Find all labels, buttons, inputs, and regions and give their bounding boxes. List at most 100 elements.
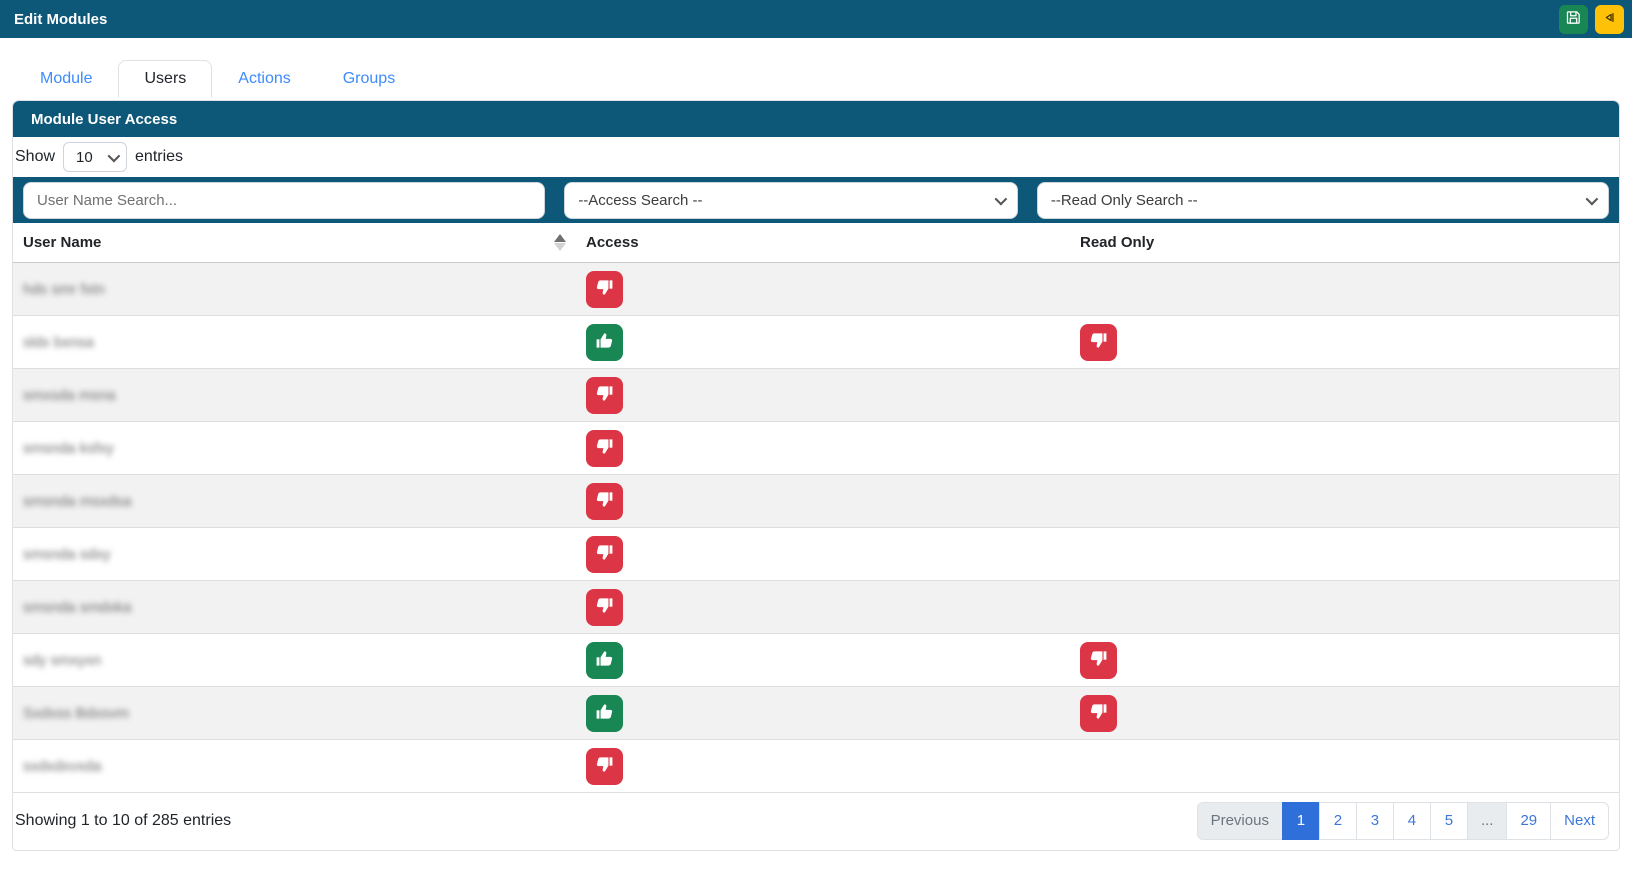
table-row: smsnda ksfxy [13,422,1619,475]
thumbs-down-icon [595,278,614,300]
access-toggle-button[interactable] [586,376,623,414]
tab-bar: Module Users Actions Groups [14,58,1632,98]
access-toggle-button[interactable] [586,588,623,626]
page-title: Edit Modules [14,10,108,28]
thumbs-down-icon [1089,702,1108,724]
page-ellipsis: ... [1466,801,1508,840]
user-name-cell: Sxdxss Bdxsvm [23,704,129,722]
save-icon [1565,9,1582,29]
access-cell [584,429,1078,467]
header-actions [1559,4,1624,34]
thumbs-down-icon [595,384,614,406]
user-name-cell: smsnda smdxka [23,598,132,616]
thumbs-down-icon [595,755,614,777]
user-name-search-input[interactable] [37,191,532,209]
panel-title: Module User Access [31,110,178,128]
read-only-toggle-button[interactable] [1080,323,1117,361]
access-cell [584,535,1078,573]
page-length-control: Show 10 entries [13,137,1619,177]
thumbs-down-icon [595,596,614,618]
thumbs-down-icon [1089,331,1108,353]
access-toggle-button[interactable] [586,641,623,679]
table-row: sxdxdxvxda [13,740,1619,793]
page-3[interactable]: 3 [1355,801,1394,840]
column-header-access[interactable]: Access [586,234,639,251]
thumbs-up-icon [595,702,614,724]
access-toggle-button[interactable] [586,694,623,732]
read-only-cell [1078,641,1619,679]
access-toggle-button[interactable] [586,323,623,361]
access-cell [584,270,1078,308]
access-toggle-button[interactable] [586,747,623,785]
access-cell [584,482,1078,520]
user-name-search-wrapper [23,181,546,219]
save-button[interactable] [1559,4,1588,34]
table-footer: Showing 1 to 10 of 285 entries Previous 1… [13,793,1619,850]
access-cell [584,747,1078,785]
read-only-toggle-button[interactable] [1080,694,1117,732]
page-length-select[interactable]: 10 [63,142,128,172]
module-user-access-panel: Module User Access Show 10 entries --Acc… [12,100,1620,851]
thumbs-up-icon [595,649,614,671]
column-header-read-only[interactable]: Read Only [1080,234,1155,251]
access-search-value: --Access Search -- [578,191,703,209]
user-name-cell: smsnda ksfxy [23,439,114,457]
thumbs-down-icon [595,543,614,565]
access-toggle-button[interactable] [586,482,623,520]
table-row: smsnda smdxka [13,581,1619,634]
table-row: sldx bxnsa [13,316,1619,369]
page-next[interactable]: Next [1550,801,1609,840]
table-body: hds smr fxtn sldx bxnsa smxsda msna smsn… [13,263,1619,793]
tab-module[interactable]: Module [40,70,93,87]
page-2[interactable]: 2 [1318,801,1357,840]
user-name-cell: smsnda msxdsa [23,492,132,510]
read-only-cell [1078,323,1619,361]
app-header: Edit Modules [0,0,1632,38]
panel-header: Module User Access [13,101,1619,137]
tab-groups[interactable]: Groups [342,70,396,87]
access-cell [584,376,1078,414]
access-toggle-button[interactable] [586,270,623,308]
page-1[interactable]: 1 [1281,801,1320,840]
page-4[interactable]: 4 [1392,801,1431,840]
user-name-cell: sldx bxnsa [23,333,94,351]
access-cell [584,323,1078,361]
page-5[interactable]: 5 [1429,801,1468,840]
user-name-cell: smxsda msna [23,386,116,404]
read-only-cell [1078,694,1619,732]
table-row: smxsda msna [13,369,1619,422]
thumbs-down-icon [595,437,614,459]
pagination: Previous 1 2 3 4 5... 29 Next [1196,801,1609,840]
tab-users[interactable]: Users [118,60,213,98]
page-length-value: 10 [76,148,93,166]
page-29[interactable]: 29 [1506,801,1552,840]
table-row: hds smr fxtn [13,263,1619,316]
column-header-user-name[interactable]: User Name [13,234,584,251]
access-cell [584,641,1078,679]
tab-actions[interactable]: Actions [238,70,291,87]
access-toggle-button[interactable] [586,429,623,467]
read-only-toggle-button[interactable] [1080,641,1117,679]
chevron-down-icon [994,192,1008,205]
table-row: smsnda sdxy [13,528,1619,581]
table-header-row: User Name Access Read Only [13,223,1619,263]
read-only-search-select[interactable]: --Read Only Search -- [1036,181,1609,219]
access-toggle-button[interactable] [586,535,623,573]
access-search-select[interactable]: --Access Search -- [564,181,1018,219]
user-name-cell: smsnda sdxy [23,545,111,563]
showing-status: Showing 1 to 10 of 285 entries [15,811,232,829]
table-row: Sxdxss Bdxsvm [13,687,1619,740]
table-row: sdy smxyxn [13,634,1619,687]
back-button[interactable] [1595,4,1624,34]
filter-strip: --Access Search -- --Read Only Search -- [13,177,1619,223]
access-cell [584,694,1078,732]
show-label: Show [15,148,56,165]
sort-ascending-icon [554,234,566,251]
thumbs-up-icon [595,331,614,353]
access-cell [584,588,1078,626]
thumbs-down-icon [595,490,614,512]
chevron-down-icon [1585,192,1599,205]
page-previous: Previous [1196,801,1283,840]
user-name-cell: hds smr fxtn [23,280,105,298]
user-name-cell: sdy smxyxn [23,651,102,669]
